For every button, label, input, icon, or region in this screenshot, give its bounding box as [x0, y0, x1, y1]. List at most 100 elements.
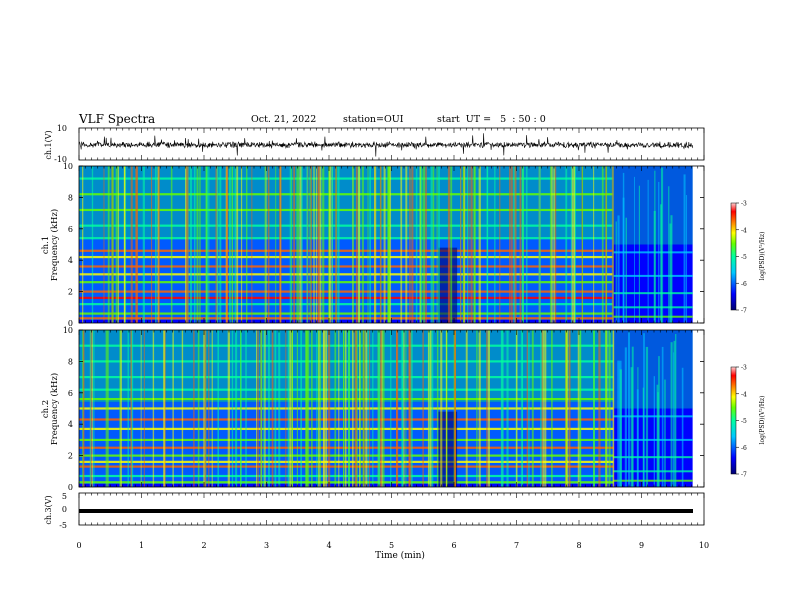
spec-sferic	[89, 330, 92, 487]
spec-sferic	[328, 166, 330, 323]
spec-sferic	[329, 166, 332, 323]
spec-sferic	[428, 330, 431, 487]
spec-sferic	[334, 330, 337, 487]
spec-sferic	[111, 166, 114, 323]
spec-sferic	[515, 330, 518, 487]
spec-band-late	[613, 274, 693, 277]
spec-sferic	[408, 330, 411, 487]
spec-sferic	[436, 166, 438, 323]
spec-sferic	[598, 330, 601, 487]
spec-sferic	[361, 166, 364, 323]
spec-sferic	[227, 330, 230, 487]
spec-sferic	[642, 387, 644, 487]
spec-sferic	[625, 217, 627, 323]
spectrogram-ch2-image	[79, 330, 704, 487]
spec-sferic	[555, 166, 557, 323]
x-tick-label: 0	[76, 541, 81, 550]
spec-sferic	[119, 330, 121, 487]
waveform-ch3-panel: 5 0 -5 ch.3(V)	[44, 492, 705, 530]
colorbar-ch2-label: log(PSD)(V²/Hz)	[759, 396, 766, 445]
spec-sferic	[673, 340, 676, 487]
spec-sferic	[155, 166, 157, 323]
spec-sferic	[240, 166, 243, 323]
spec-sferic	[91, 330, 93, 487]
spec-band	[79, 177, 614, 180]
spec-band	[79, 273, 614, 276]
spec-sferic	[465, 330, 468, 487]
colorbar-tick-label: -5	[741, 418, 747, 425]
spec-sferic	[313, 166, 315, 323]
spec-sferic	[351, 330, 354, 487]
spec-sferic	[260, 330, 262, 487]
spec-sferic	[335, 166, 337, 323]
spec-sferic	[123, 166, 126, 323]
spec-sferic	[521, 166, 524, 323]
spec-sferic	[436, 330, 439, 487]
x-tick-label: 1	[139, 541, 144, 550]
waveform-ch3-trace	[79, 509, 693, 513]
spec-sferic	[211, 330, 213, 487]
spectrogram-ch1-image	[79, 166, 704, 323]
spec-sferic	[299, 166, 302, 323]
spec-sferic	[410, 330, 413, 487]
spec-sferic	[553, 166, 555, 323]
spec-sferic	[429, 330, 432, 487]
x-tick-label: 7	[514, 541, 519, 550]
spec-sferic	[528, 330, 530, 487]
spec-sferic	[219, 166, 222, 323]
spec-sferic	[658, 356, 660, 487]
spec-sferic	[628, 331, 631, 487]
spec-band	[79, 290, 614, 293]
spec-band-late	[613, 456, 693, 459]
colorbar-tick-label: -7	[741, 308, 747, 315]
spec-sferic	[107, 166, 110, 323]
spec-sferic	[130, 330, 134, 487]
spec-sferic	[158, 166, 160, 323]
spec-sferic	[297, 166, 300, 323]
spec-sferic	[279, 166, 281, 323]
spec-sferic	[420, 166, 422, 323]
spec-sferic	[82, 166, 84, 323]
spec-sferic	[267, 166, 270, 323]
spec-sferic	[579, 330, 582, 487]
spec-sferic	[318, 330, 320, 487]
spec-sferic	[216, 166, 219, 323]
spec-empty-region	[692, 166, 704, 323]
spec-sferic	[322, 166, 325, 323]
ch1-ytick-bottom: -10	[54, 155, 67, 164]
spec-sferic	[285, 330, 287, 487]
spec-sferic	[255, 330, 257, 487]
x-tick-label: 5	[389, 541, 394, 550]
spec-sferic	[410, 330, 412, 487]
spec-sferic	[411, 166, 414, 323]
spec-sferic	[438, 166, 440, 323]
colorbar-tick-label: -5	[741, 254, 747, 261]
spec-sferic	[142, 166, 145, 323]
spec-sferic	[115, 166, 118, 323]
spec-sferic	[450, 166, 453, 323]
spec-sferic	[573, 166, 576, 323]
spec-sferic	[683, 174, 686, 323]
spec-sferic	[653, 210, 656, 323]
spec-sferic	[538, 166, 541, 323]
spec-sferic	[540, 330, 542, 487]
spec-sferic	[681, 367, 684, 487]
spec-sferic	[257, 330, 259, 487]
spec-sferic	[419, 166, 421, 323]
waveform-ch1-trace	[78, 133, 694, 157]
spec-sferic	[570, 166, 572, 323]
spec-sferic	[427, 330, 430, 487]
spec-sferic	[365, 330, 368, 487]
spec-sferic	[565, 166, 568, 323]
spec-sferic	[236, 166, 239, 323]
spec-sferic	[245, 330, 247, 487]
spec-band-late	[613, 470, 693, 473]
spec-band	[79, 255, 614, 259]
spec-sferic	[362, 330, 365, 487]
ch3-ytick-bottom: -5	[59, 521, 67, 530]
spec-sferic	[358, 330, 361, 487]
spec-sferic	[664, 379, 666, 487]
spec-gap	[438, 411, 458, 487]
spec-sferic	[431, 330, 434, 487]
